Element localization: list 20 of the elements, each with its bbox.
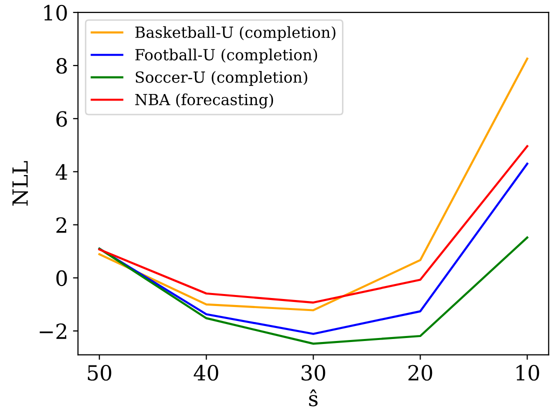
x-tick-label: 30 [302,364,326,381]
line-series [98,145,528,304]
x-tick-label: 40 [194,364,218,381]
y-tick-label: 0 [56,270,67,286]
x-tick-label: 10 [516,364,540,381]
legend-label: Basketball-U (completion) [135,26,336,41]
y-axis-title: NLL [12,161,28,206]
x-axis-title: ŝ [309,389,318,406]
legend-label: Soccer-U (completion) [136,71,308,86]
y-tick-label: 4 [56,164,68,180]
y-tick-label: 6 [56,111,67,127]
x-tick-label: 50 [88,364,112,381]
y-tick-label: −2 [40,323,66,339]
y-tick-label: 2 [56,217,66,233]
legend-label: Football-U (completion) [135,48,318,64]
line-series [98,236,528,345]
legend-label: NBA (forecasting) [135,93,274,108]
x-tick-label: 20 [408,364,432,381]
y-tick-label: 10 [44,4,67,21]
y-tick-label: 8 [56,58,67,74]
